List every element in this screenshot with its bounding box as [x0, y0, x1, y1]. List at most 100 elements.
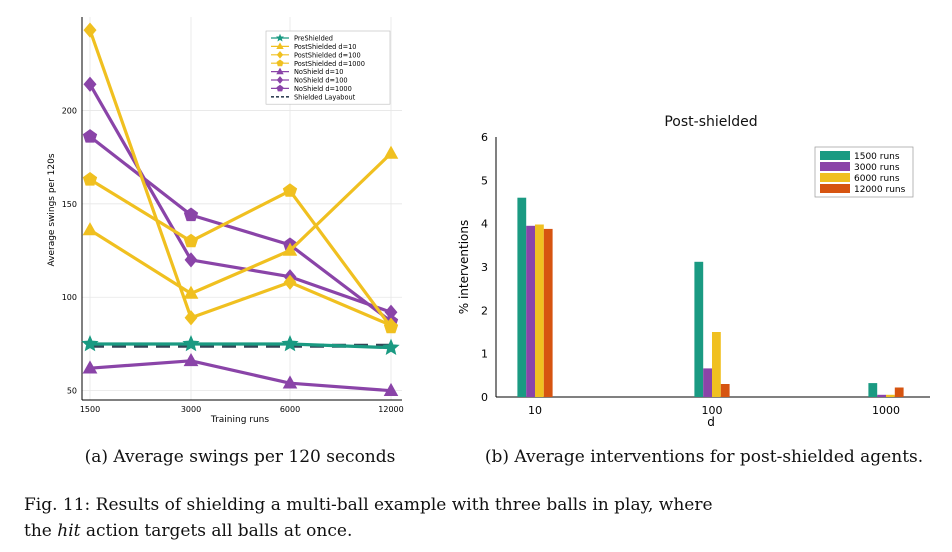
chart-a-x-tick-label: 6000	[280, 405, 300, 414]
chart-a-y-tick-label: 50	[67, 387, 77, 396]
chart-a-legend-label: NoShield d=100	[294, 77, 348, 85]
chart-a-x-tick-label: 1500	[80, 405, 100, 414]
chart-a-data-point	[183, 285, 199, 299]
chart-a-y-tick-label: 150	[62, 200, 77, 209]
chart-a-ylabel: Average swings per 120s	[47, 153, 57, 266]
chart-b-y-tick-label: 1	[481, 348, 488, 361]
chart-a-ticks: 50 100 150 200 1500 3000 6000 12000	[62, 106, 404, 414]
chart-a-data-point	[183, 233, 199, 248]
chart-a-data-point	[183, 207, 199, 222]
chart-a-legend-marker	[276, 59, 284, 67]
chart-a-data-point	[383, 319, 399, 334]
chart-a-series-line	[89, 359, 392, 393]
chart-a-data-point	[282, 375, 298, 389]
chart-b-legend-label: 6000 runs	[854, 174, 900, 184]
chart-b-bars	[517, 197, 904, 397]
chart-a-legend-marker	[276, 67, 284, 75]
figure-caption-line-2: the hit action targets all balls at once…	[24, 521, 352, 541]
chart-a-data-point	[383, 382, 399, 397]
chart-a-data-point	[83, 76, 97, 92]
chart-b-bar	[894, 387, 904, 397]
caption-line-2-pre: the	[24, 521, 57, 541]
chart-b-x-tick-label: 10	[528, 404, 542, 417]
chart-b-legend-swatch	[820, 162, 850, 171]
chart-a-data-point	[182, 334, 200, 352]
chart-b-x-tick-label: 100	[702, 404, 723, 417]
chart-a-y-tick-label: 200	[62, 106, 77, 115]
chart-a-y-tick-label: 100	[62, 293, 77, 302]
chart-b-legend-label: 3000 runs	[854, 163, 900, 173]
chart-b-bar	[517, 197, 527, 397]
chart-a-legend-marker	[276, 84, 284, 92]
chart-b-xlabel: d	[707, 415, 715, 429]
chart-a-data-point	[184, 310, 198, 326]
chart-a-xlabel: Training runs	[210, 415, 269, 425]
chart-b-bar	[526, 225, 535, 397]
chart-a-x-tick-label: 12000	[378, 405, 403, 414]
chart-b-bar	[720, 384, 730, 397]
chart-a-data-point	[383, 145, 399, 159]
chart-a-legend-label: NoShield d=1000	[294, 85, 352, 93]
chart-b-title: Post-shielded	[664, 114, 757, 130]
figure-caption-line-1: Fig. 11: Results of shielding a multi-ba…	[24, 495, 713, 515]
chart-a-series-line	[88, 29, 392, 327]
chart-a-swings: 50 100 150 200 1500 3000 6000 12000 Training ru…	[47, 17, 404, 425]
chart-a-data-point	[184, 252, 198, 268]
chart-a-legend-label: PostShielded d=10	[294, 43, 357, 51]
chart-a-legend-label: PostShielded d=100	[294, 51, 361, 59]
chart-a-data-point	[82, 360, 98, 374]
chart-b-bar	[877, 394, 886, 397]
chart-b-bar	[703, 368, 712, 397]
chart-a-legend-label: PreShielded	[294, 35, 333, 43]
chart-b-legend-swatch	[820, 184, 850, 193]
chart-a-legend-marker	[276, 76, 284, 84]
chart-b-y-tick-label: 3	[481, 261, 488, 274]
chart-a-data-point	[82, 129, 98, 143]
caption-a: (a) Average swings per 120 seconds	[85, 447, 396, 467]
chart-a-legend-label: Shielded Layabout	[294, 93, 356, 101]
chart-b-legend-swatch	[820, 151, 850, 160]
chart-a-data-point	[81, 334, 99, 352]
chart-a-data-point	[283, 274, 297, 290]
chart-b-legend-swatch	[820, 173, 850, 182]
chart-b-bar	[886, 394, 895, 397]
chart-a-data-point	[83, 22, 97, 38]
chart-a-data-point	[281, 334, 299, 352]
chart-a-series	[81, 22, 400, 397]
chart-a-series-line	[89, 152, 393, 296]
chart-b-y-tick-label: 5	[481, 174, 488, 187]
chart-b-bar	[712, 332, 721, 397]
chart-a-data-point	[82, 172, 98, 186]
chart-b-bar	[543, 228, 553, 397]
chart-a-legend-box	[265, 30, 391, 105]
chart-b-y-tick-label: 0	[481, 391, 488, 404]
chart-b-bar	[694, 261, 704, 397]
chart-b-x-tick-label: 1000	[872, 404, 900, 417]
chart-b-interventions: Post-shielded 0 1 2 3 4 5 6 10 100 1000 d % inter…	[457, 114, 930, 429]
chart-b-ylabel: % interventions	[457, 220, 471, 315]
chart-a-legend-marker	[276, 42, 284, 49]
chart-a-data-point	[282, 183, 298, 197]
chart-a-series-line	[89, 178, 393, 329]
chart-b-legend-label: 1500 runs	[854, 152, 900, 162]
chart-b-y-tick-label: 2	[481, 304, 488, 317]
chart-b-bar	[535, 224, 544, 397]
chart-b-legend-label: 12000 runs	[854, 185, 906, 195]
chart-a-data-point	[382, 338, 400, 356]
caption-line-2-post: action targets all balls at once.	[80, 521, 352, 541]
chart-a-x-tick-label: 3000	[181, 405, 201, 414]
chart-a-legend-label: NoShield d=10	[294, 68, 343, 76]
caption-b: (b) Average interventions for post-shiel…	[485, 447, 923, 467]
chart-a-series-line	[90, 342, 392, 350]
chart-b-y-tick-label: 4	[481, 218, 488, 231]
chart-a-data-point	[183, 352, 199, 367]
caption-line-2-emphasis: hit	[57, 521, 80, 541]
chart-a-legend-marker	[276, 33, 284, 42]
chart-b-y-tick-label: 6	[481, 131, 488, 144]
chart-a-data-point	[282, 242, 298, 256]
chart-b-ticks: 0 1 2 3 4 5 6 10 100 1000	[481, 131, 900, 417]
chart-a-legend-marker	[276, 50, 284, 59]
